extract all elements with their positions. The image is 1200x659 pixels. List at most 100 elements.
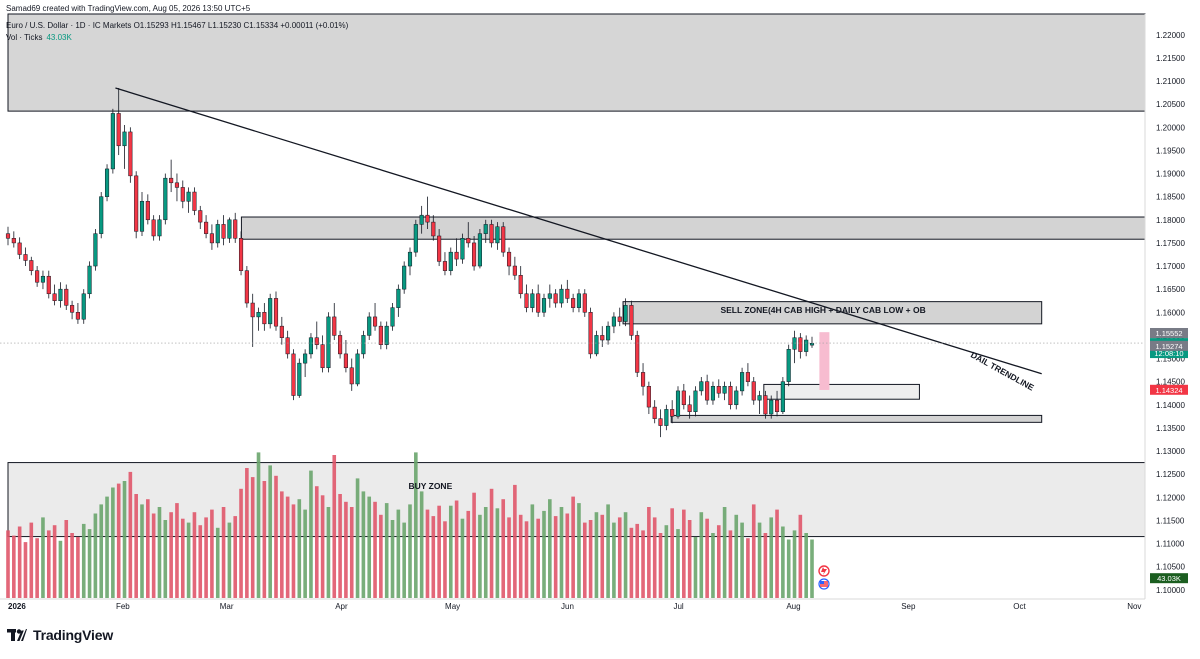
candle: [29, 256, 34, 276]
candle: [279, 316, 284, 345]
price-tick-label: 1.19500: [1156, 146, 1185, 155]
candle-body: [786, 349, 791, 382]
volume-bar: [175, 503, 179, 598]
candle-body: [588, 312, 593, 355]
candle-body: [798, 337, 803, 352]
volume-bar: [367, 496, 372, 598]
volume-bar: [501, 499, 506, 598]
candle-body: [180, 187, 185, 202]
candle-body: [139, 201, 145, 232]
time-axis[interactable]: [0, 599, 1145, 617]
candle-body: [763, 395, 768, 415]
time-tick-label: Oct: [1013, 602, 1026, 611]
time-tick-label: Feb: [116, 602, 130, 611]
candle-body: [5, 233, 11, 239]
candle: [99, 192, 104, 239]
price-scale-label[interactable]: 1.15274: [1150, 340, 1188, 351]
mid-demand-box[interactable]: [763, 383, 920, 400]
candle: [582, 289, 587, 317]
price-tick-label: 1.11500: [1156, 516, 1185, 525]
candle-body: [512, 265, 517, 276]
price-tick-label: 1.11000: [1156, 540, 1185, 549]
volume-bar: [804, 533, 808, 598]
volume-legend-value: 43.03K: [46, 33, 72, 42]
candle-body: [93, 233, 98, 267]
candle-body: [29, 260, 34, 271]
event-icons[interactable]: [818, 565, 830, 590]
candle: [728, 381, 733, 410]
volume-bar: [99, 504, 104, 598]
volume-bar: [641, 530, 645, 598]
volume-bar: [751, 504, 756, 598]
lower-demand-zone[interactable]: [670, 414, 1043, 423]
volume-bar: [577, 503, 581, 598]
price-axis[interactable]: [1145, 14, 1200, 599]
candle: [122, 124, 127, 169]
volume-bar: [536, 518, 540, 598]
volume-bar: [530, 504, 535, 598]
volume-bar: [763, 533, 768, 598]
candle-body: [104, 168, 110, 197]
symbol-legend[interactable]: Euro / U.S. Dollar · 1D · IC Markets O1.…: [6, 21, 349, 30]
candle: [221, 215, 226, 246]
price-label-box: [1150, 340, 1188, 351]
volume-bar: [361, 491, 366, 598]
candle-body: [506, 251, 512, 267]
candle-body: [198, 210, 203, 223]
volume-bar: [472, 492, 476, 598]
candle: [244, 266, 249, 308]
candle: [215, 219, 220, 248]
candle: [658, 409, 663, 438]
candle-body: [151, 219, 156, 237]
candle: [559, 284, 564, 308]
volume-bar: [64, 520, 69, 598]
candle-body: [693, 390, 698, 412]
candle-body: [110, 113, 115, 170]
price-scale-label[interactable]: 1.15552: [1150, 327, 1188, 338]
candle: [594, 330, 599, 357]
candle: [407, 247, 413, 276]
candle-body: [629, 305, 634, 336]
candle: [530, 289, 535, 313]
volume-bar: [93, 513, 98, 598]
volume-bar: [58, 540, 63, 598]
time-tick-label: May: [445, 602, 460, 611]
price-tick-label: 1.12000: [1156, 493, 1185, 502]
price-scale-label[interactable]: 43.03K: [1150, 573, 1188, 584]
volume-bar: [291, 504, 296, 598]
top-supply-zone[interactable]: [7, 13, 1146, 112]
volume-bar: [798, 514, 803, 598]
price-tick-label: 1.18500: [1156, 193, 1185, 202]
candle: [291, 349, 296, 401]
candle-body: [52, 293, 57, 301]
candle-body: [670, 409, 675, 417]
volume-bar: [111, 487, 115, 598]
volume-bar: [402, 522, 406, 598]
price-tick-label: 1.19000: [1156, 170, 1185, 179]
candle-body: [46, 275, 51, 295]
price-scale-label[interactable]: 1.14324: [1150, 384, 1188, 395]
volume-bar: [548, 499, 552, 598]
candle: [804, 335, 809, 357]
candle: [652, 400, 657, 424]
daily-trendline[interactable]: [115, 87, 1042, 375]
volume-bar: [623, 512, 628, 598]
tradingview-logo[interactable]: TradingView: [7, 625, 113, 645]
candle-body: [384, 325, 389, 345]
candle-body: [442, 261, 448, 271]
resistance-zone[interactable]: [240, 216, 1146, 240]
candle-body: [809, 343, 815, 346]
candle: [227, 217, 232, 243]
candle: [361, 330, 366, 359]
candle: [192, 187, 197, 216]
candle: [419, 205, 424, 234]
candle: [646, 381, 651, 415]
sell-zone[interactable]: [622, 301, 1043, 325]
volume-bar: [303, 509, 307, 598]
volume-bar: [23, 542, 28, 598]
volume-bar: [285, 496, 290, 598]
volume-bar: [373, 501, 377, 598]
volume-legend[interactable]: Vol · Ticks 43.03K: [6, 33, 72, 42]
volume-bar: [12, 535, 16, 598]
candle-body: [530, 293, 535, 308]
